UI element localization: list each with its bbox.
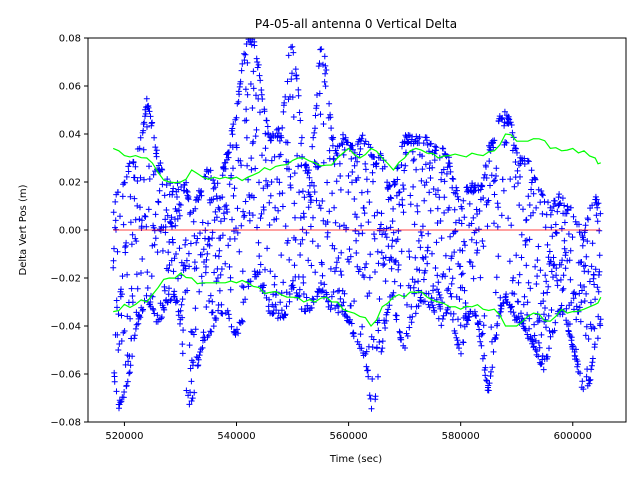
y-tick-label: −0.04 bbox=[50, 322, 81, 333]
y-tick-label: 0.08 bbox=[59, 34, 81, 45]
x-tick-label: 560000 bbox=[330, 431, 368, 442]
x-axis-label: Time (sec) bbox=[329, 454, 382, 465]
x-axis: 520000 540000 560000 580000 600000 bbox=[105, 422, 592, 442]
x-tick-label: 580000 bbox=[442, 431, 480, 442]
y-tick-label: 0.04 bbox=[59, 130, 81, 141]
y-tick-label: −0.06 bbox=[50, 370, 81, 381]
y-tick-label: −0.02 bbox=[50, 274, 81, 285]
y-tick-label: −0.08 bbox=[50, 418, 81, 429]
scatter-series bbox=[110, 38, 604, 412]
plot-area bbox=[110, 38, 604, 412]
x-tick-label: 520000 bbox=[105, 431, 143, 442]
envelope-line-1 bbox=[112, 133, 602, 184]
x-tick-label: 540000 bbox=[217, 431, 255, 442]
y-tick-label: 0.06 bbox=[59, 82, 81, 93]
y-axis: −0.08 −0.06 −0.04 −0.02 0.00 0.02 0.04 0.06 0.08 bbox=[50, 34, 88, 429]
envelope-line-2 bbox=[113, 272, 602, 327]
chart-title: P4-05-all antenna 0 Vertical Delta bbox=[255, 17, 457, 31]
y-axis-label: Delta Vert Pos (m) bbox=[18, 184, 29, 275]
y-tick-label: 0.02 bbox=[59, 178, 81, 189]
y-tick-label: 0.00 bbox=[59, 226, 81, 237]
x-tick-label: 600000 bbox=[554, 431, 592, 442]
